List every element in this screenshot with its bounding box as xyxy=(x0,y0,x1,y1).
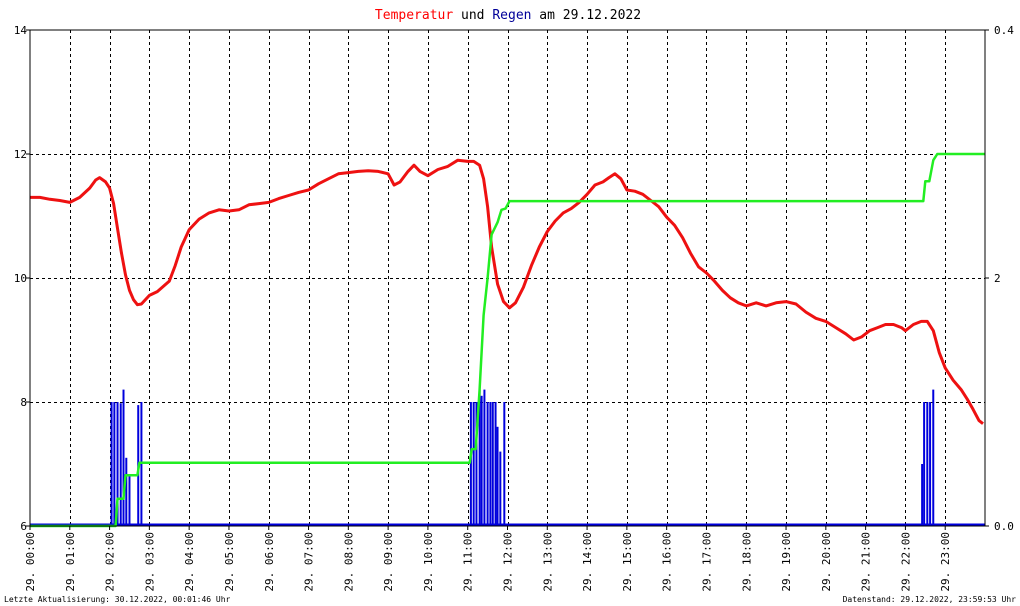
rain-rate-bar xyxy=(122,389,125,526)
y-right-tick-label: 2 xyxy=(994,272,1001,285)
x-tick-label: 29. 14:00 xyxy=(581,532,594,592)
series-lines xyxy=(30,152,985,528)
x-tick-label: 29. 21:00 xyxy=(860,532,873,592)
x-tick-label: 29. 11:00 xyxy=(462,532,475,592)
temperature-line xyxy=(30,158,984,425)
x-tick-label: 29. 16:00 xyxy=(661,532,674,592)
rain-rate-bar xyxy=(489,402,492,526)
x-tick-label: 29. 02:00 xyxy=(104,532,117,592)
rain-rate-bar xyxy=(921,464,924,526)
rain-rate-bar xyxy=(499,451,502,526)
grid-lines xyxy=(30,30,985,526)
rain-rate-bar xyxy=(486,402,489,526)
x-tick-label: 29. 06:00 xyxy=(263,532,276,592)
rain-rate-bar xyxy=(125,457,128,526)
y-left-tick-label: 6 xyxy=(20,520,27,533)
y-left-tick-label: 14 xyxy=(14,24,28,37)
x-axis: 29. 00:00 29. 01:00 29. 02:00 29. 03:00 29. … xyxy=(24,526,952,592)
x-tick-label: 29. 18:00 xyxy=(740,532,753,592)
rain-rate-bar xyxy=(926,402,929,526)
x-tick-label: 29. 15:00 xyxy=(621,532,634,592)
chart-title: Temperatur und Regen am 29.12.2022 xyxy=(375,8,641,23)
rain-rate-bar xyxy=(494,402,497,526)
rain-rate-bar xyxy=(475,402,478,526)
x-tick-label: 29. 23:00 xyxy=(939,532,952,592)
rain-rate-bar xyxy=(923,402,926,526)
rain-rate-bar xyxy=(483,389,486,526)
y-axis-left: 14 12 10 8 6 xyxy=(14,24,30,533)
rain-rate-bar xyxy=(929,402,932,526)
x-tick-label: 29. 10:00 xyxy=(422,532,435,592)
x-tick-label: 29. 01:00 xyxy=(64,532,77,592)
rain-rate-bar xyxy=(472,402,475,526)
x-tick-label: 29. 13:00 xyxy=(541,532,554,592)
y-axis-right: 0.4 2 0.0 xyxy=(985,24,1014,533)
rain-rate-bar xyxy=(503,402,506,526)
rain-rate-bar xyxy=(113,402,116,526)
x-tick-label: 29. 08:00 xyxy=(342,532,355,592)
rain-rate-bars xyxy=(30,389,985,527)
rain-rate-bar xyxy=(480,395,483,526)
y-left-tick-label: 12 xyxy=(14,148,27,161)
x-tick-label: 29. 05:00 xyxy=(223,532,236,592)
rain-rate-bar xyxy=(932,389,935,526)
x-tick-label: 29. 20:00 xyxy=(820,532,833,592)
title-rain: Regen xyxy=(492,8,531,23)
footer-data-state: Datenstand: 29.12.2022, 23:59:53 Uhr xyxy=(843,595,1017,604)
x-tick-label: 29. 04:00 xyxy=(183,532,196,592)
rain-rate-bar xyxy=(491,402,494,526)
rain-rate-bar xyxy=(110,402,113,526)
rain_cumulative-line xyxy=(30,152,985,528)
title-und: und xyxy=(453,8,492,23)
y-right-tick-label: 0.4 xyxy=(994,24,1014,37)
y-right-tick-label: 0.0 xyxy=(994,520,1014,533)
x-tick-label: 29. 07:00 xyxy=(303,532,316,592)
rain-rate-bar xyxy=(116,402,119,526)
rain-rate-bar xyxy=(478,389,481,526)
title-date: am 29.12.2022 xyxy=(531,8,641,23)
y-left-tick-label: 8 xyxy=(20,396,27,409)
x-tick-label: 29. 09:00 xyxy=(382,532,395,592)
x-tick-label: 29. 22:00 xyxy=(899,532,912,592)
footer-last-update: Letzte Aktualisierung: 30.12.2022, 00:01… xyxy=(4,595,231,604)
y-left-tick-label: 10 xyxy=(14,272,27,285)
rain-rate-bar xyxy=(128,476,131,526)
rain-rate-bar xyxy=(496,426,499,526)
x-tick-label: 29. 03:00 xyxy=(143,532,156,592)
title-temperature: Temperatur xyxy=(375,8,453,23)
x-tick-label: 29. 12:00 xyxy=(502,532,515,592)
x-tick-label: 29. 17:00 xyxy=(700,532,713,592)
x-tick-label: 29. 00:00 xyxy=(24,532,37,592)
x-tick-label: 29. 19:00 xyxy=(780,532,793,592)
rain-rate-bar xyxy=(469,402,472,526)
rain-rate-bar xyxy=(119,403,122,526)
